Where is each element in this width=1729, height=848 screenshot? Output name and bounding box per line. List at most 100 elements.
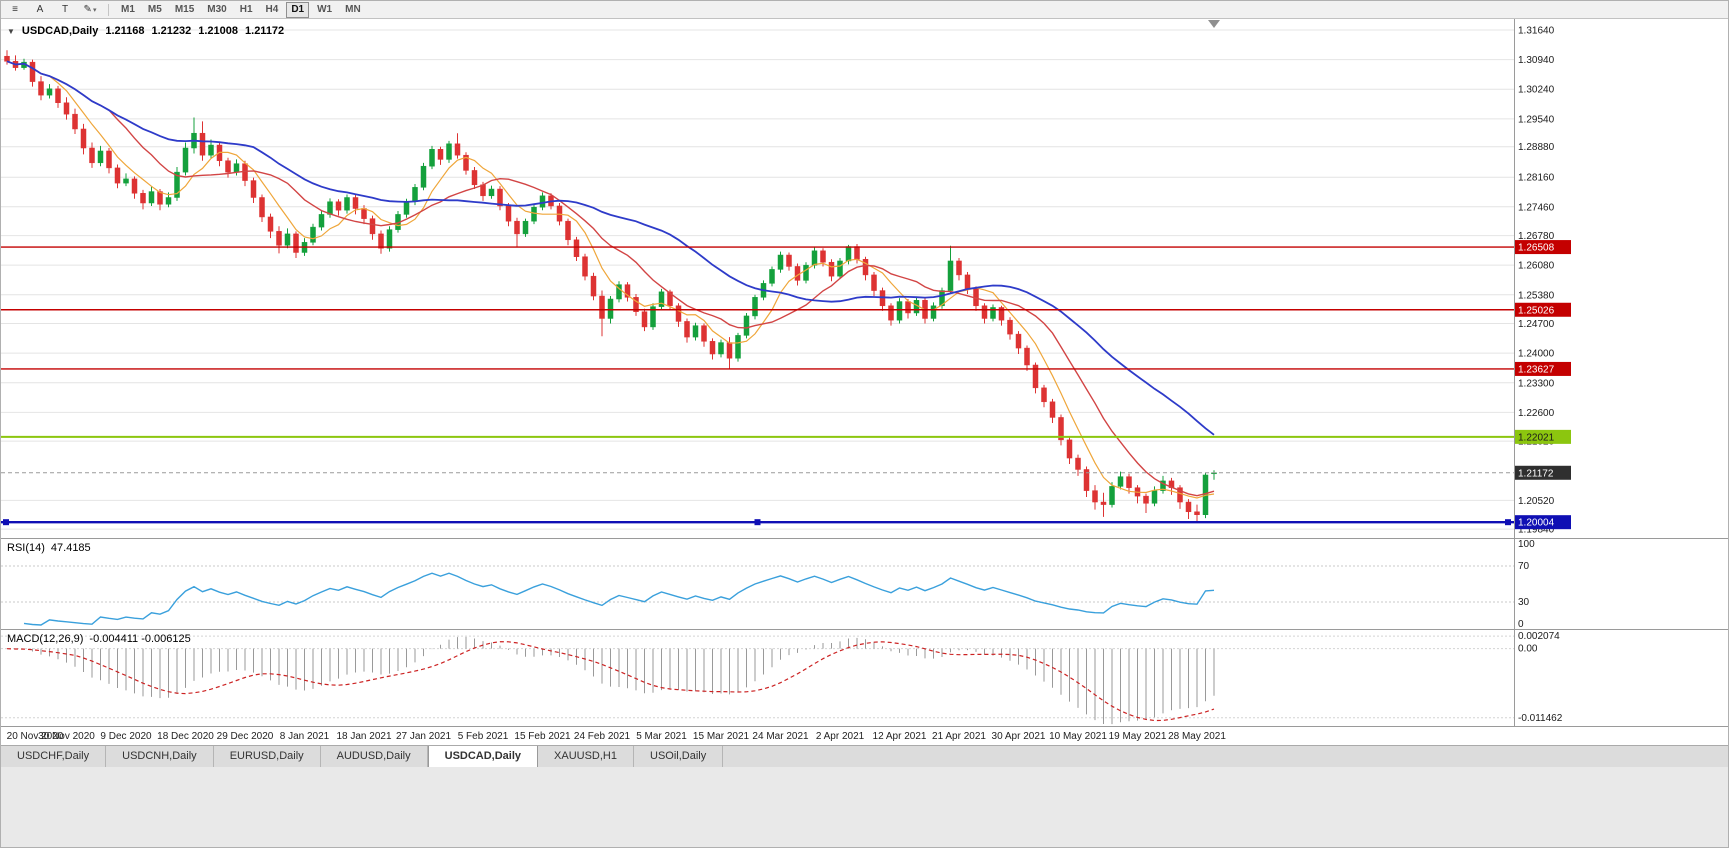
symbol-dropdown-icon[interactable]: ▼	[7, 26, 15, 36]
tab-xauusd-h1[interactable]: XAUUSD,H1	[538, 746, 634, 767]
date-label: 15 Mar 2021	[693, 731, 750, 742]
tab-usoil-daily[interactable]: USOil,Daily	[634, 746, 724, 767]
date-label: 29 Dec 2020	[217, 731, 274, 742]
date-label: 18 Dec 2020	[157, 731, 214, 742]
svg-text:1.26780: 1.26780	[1518, 231, 1555, 242]
macd-axis-label: 0.00	[1518, 644, 1538, 655]
chart-toolbar: ≡ A T ✎▾ M1 M5 M15 M30 H1 H4 D1 W1 MN	[1, 1, 1728, 19]
tab-usdchf-daily[interactable]: USDCHF,Daily	[1, 746, 107, 767]
chart-title: ▼ USDCAD,Daily 1.21168 1.21232 1.21008 1…	[7, 25, 284, 37]
svg-text:1.23300: 1.23300	[1518, 378, 1555, 389]
date-label: 15 Feb 2021	[514, 731, 571, 742]
bottom-filler	[1, 767, 1728, 847]
hline-handle[interactable]	[754, 519, 761, 526]
candles-group	[4, 50, 1217, 522]
date-label: 18 Jan 2021	[336, 731, 391, 742]
timeframe-h4-button[interactable]: H4	[265, 3, 279, 15]
ma-30-line	[6, 60, 1215, 436]
date-label: 12 Apr 2021	[873, 731, 927, 742]
svg-text:1.20004: 1.20004	[1518, 518, 1555, 529]
price-axis[interactable]: 1.31640 1.30940 1.30240 1.29540 1.28880 1.281…	[1518, 25, 1555, 535]
rsi-axis-label: 70	[1518, 561, 1530, 572]
toolbar-separator	[108, 3, 109, 16]
tab-audusd-daily[interactable]: AUDUSD,Daily	[321, 746, 428, 767]
svg-text:1.25026: 1.25026	[1518, 305, 1555, 316]
svg-text:1.31640: 1.31640	[1518, 25, 1555, 36]
chart-symbol-period: USDCAD,Daily	[21, 25, 99, 37]
tab-usdcad-daily[interactable]: USDCAD,Daily	[427, 746, 539, 767]
chart-menu-button[interactable]: ≡	[12, 3, 18, 15]
macd-histogram	[15, 636, 1215, 725]
macd-axis-label: 0.002074	[1518, 631, 1560, 642]
svg-text:1.28160: 1.28160	[1518, 173, 1555, 184]
hline-handle[interactable]	[1505, 519, 1511, 526]
rsi-pane[interactable]: 100 70 30 0	[1, 539, 1729, 629]
svg-text:1.20520: 1.20520	[1518, 496, 1555, 507]
date-label: 28 May 2021	[1168, 731, 1226, 742]
svg-text:1.21172: 1.21172	[1518, 468, 1554, 479]
price-axis-separator	[1514, 19, 1515, 727]
draw-button[interactable]: ✎▾	[83, 3, 97, 15]
pane-splitter-macd[interactable]	[1, 629, 1728, 630]
rsi-label: RSI(14) 47.4185	[7, 542, 91, 554]
ohlc-close: 1.21172	[245, 25, 285, 37]
svg-text:1.29540: 1.29540	[1518, 114, 1555, 125]
svg-text:1.24000: 1.24000	[1518, 349, 1555, 360]
ohlc-low: 1.21008	[198, 25, 239, 37]
svg-text:1.22021: 1.22021	[1518, 432, 1555, 443]
timeframe-m30-button[interactable]: M30	[207, 3, 227, 15]
rsi-axis-label: 30	[1518, 597, 1530, 608]
ma-13-line	[6, 60, 1215, 497]
price-badge-1.26508	[1515, 240, 1571, 255]
svg-text:1.23627: 1.23627	[1518, 364, 1555, 375]
date-label: 5 Feb 2021	[458, 731, 509, 742]
hline-handle[interactable]	[3, 519, 9, 526]
date-label: 8 Jan 2021	[280, 731, 330, 742]
timeframe-m5-button[interactable]: M5	[147, 3, 162, 15]
svg-text:1.30240: 1.30240	[1518, 85, 1555, 96]
chart-tabs-bar: USDCHF,Daily USDCNH,Daily EURUSD,Daily AUDU…	[1, 745, 1728, 767]
macd-signal-line	[6, 641, 1215, 722]
date-label: 5 Mar 2021	[636, 731, 687, 742]
date-label: 30 Nov 2020	[38, 731, 95, 742]
dropdown-caret-icon: ▾	[92, 6, 97, 14]
date-label: 24 Mar 2021	[752, 731, 809, 742]
date-label: 21 Apr 2021	[932, 731, 986, 742]
rsi-axis-label: 0	[1518, 619, 1524, 629]
svg-text:1.19840: 1.19840	[1518, 525, 1555, 536]
timeframe-m1-button[interactable]: M1	[121, 3, 135, 15]
pane-splitter-rsi[interactable]	[1, 538, 1728, 539]
date-label: 30 Apr 2021	[992, 731, 1046, 742]
svg-text:1.25380: 1.25380	[1518, 290, 1555, 301]
svg-text:1.27460: 1.27460	[1518, 202, 1555, 213]
tab-usdcnh-daily[interactable]: USDCNH,Daily	[106, 746, 214, 767]
date-label: 10 May 2021	[1049, 731, 1107, 742]
cursor-button[interactable]: A	[36, 3, 44, 15]
date-axis-splitter	[1, 726, 1728, 727]
horizontal-lines-group: 1.26508 1.25026 1.23627 1.22021 1.20004	[1, 240, 1571, 530]
svg-text:1.26508: 1.26508	[1518, 243, 1555, 254]
timeframe-h1-button[interactable]: H1	[239, 3, 253, 15]
rsi-line	[23, 572, 1215, 626]
date-label: 20 Nov 2020	[7, 731, 64, 742]
shift-marker-icon[interactable]	[1208, 20, 1220, 28]
price-badge-1.23627	[1515, 361, 1571, 376]
ohlc-open: 1.21168	[105, 25, 145, 37]
date-label: 27 Jan 2021	[396, 731, 451, 742]
timeframe-m15-button[interactable]: M15	[174, 3, 195, 15]
date-label: 24 Feb 2021	[574, 731, 631, 742]
timeframe-w1-button[interactable]: W1	[317, 3, 333, 15]
timeframe-d1-button[interactable]: D1	[286, 1, 310, 18]
text-button[interactable]: T	[61, 3, 69, 15]
macd-axis-label: -0.011462	[1518, 713, 1563, 724]
macd-label: MACD(12,26,9) -0.004411 -0.006125	[7, 633, 191, 645]
price-chart-pane[interactable]: 1.31640 1.30940 1.30240 1.29540 1.28880 1.281…	[1, 19, 1729, 538]
tab-eurusd-daily[interactable]: EURUSD,Daily	[214, 746, 321, 767]
rsi-name: RSI(14)	[7, 542, 45, 554]
macd-pane[interactable]: 0.002074 0.00 -0.011462	[1, 630, 1729, 726]
svg-text:1.28880: 1.28880	[1518, 142, 1555, 153]
timeframe-mn-button[interactable]: MN	[345, 3, 361, 15]
grid-lines	[1, 29, 1514, 530]
